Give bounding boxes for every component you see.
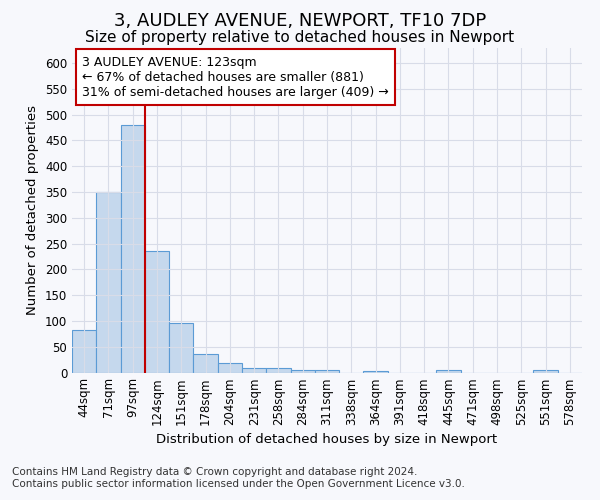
- Bar: [266, 368, 290, 372]
- Text: Size of property relative to detached houses in Newport: Size of property relative to detached ho…: [85, 30, 515, 45]
- Bar: [193, 354, 218, 372]
- Bar: [145, 252, 169, 372]
- Bar: [72, 330, 96, 372]
- Text: Contains HM Land Registry data © Crown copyright and database right 2024.
Contai: Contains HM Land Registry data © Crown c…: [12, 468, 465, 489]
- Bar: [169, 323, 193, 372]
- Bar: [242, 368, 266, 372]
- Bar: [290, 370, 315, 372]
- Text: 3 AUDLEY AVENUE: 123sqm
← 67% of detached houses are smaller (881)
31% of semi-d: 3 AUDLEY AVENUE: 123sqm ← 67% of detache…: [82, 56, 389, 98]
- Bar: [218, 363, 242, 372]
- Text: 3, AUDLEY AVENUE, NEWPORT, TF10 7DP: 3, AUDLEY AVENUE, NEWPORT, TF10 7DP: [114, 12, 486, 30]
- Bar: [121, 125, 145, 372]
- Y-axis label: Number of detached properties: Number of detached properties: [26, 105, 40, 315]
- Bar: [96, 192, 121, 372]
- Bar: [315, 370, 339, 372]
- Bar: [364, 371, 388, 372]
- Bar: [436, 370, 461, 372]
- X-axis label: Distribution of detached houses by size in Newport: Distribution of detached houses by size …: [157, 434, 497, 446]
- Bar: [533, 370, 558, 372]
